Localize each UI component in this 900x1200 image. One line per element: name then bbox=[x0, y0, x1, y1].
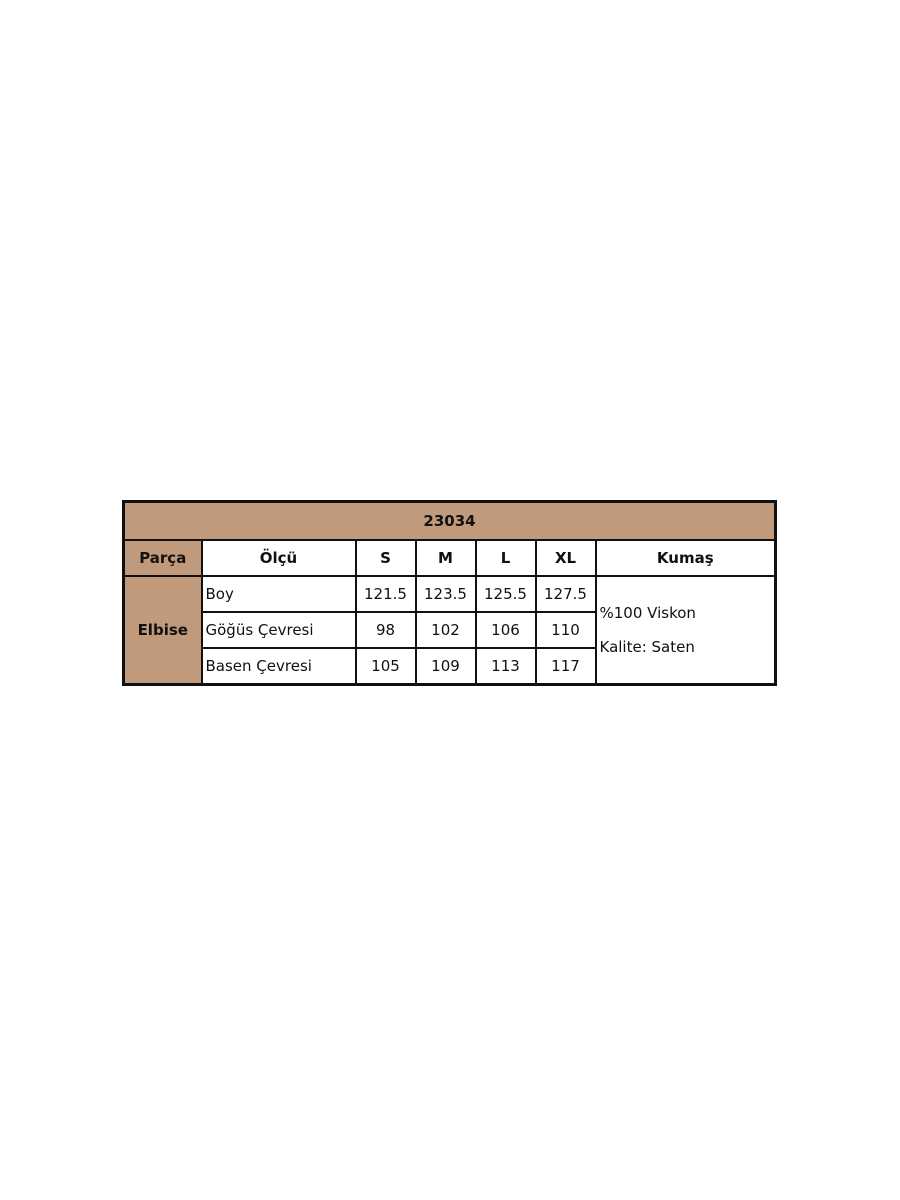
measure-label: Basen Çevresi bbox=[200, 647, 357, 686]
table-row: Elbise Boy 121.5 123.5 125.5 127.5 %100 … bbox=[122, 575, 777, 686]
fabric-info: %100 Viskon Kalite: Saten bbox=[594, 575, 777, 686]
cell-value: 117 bbox=[534, 647, 597, 686]
measure-label: Göğüs Çevresi bbox=[200, 611, 357, 649]
header-part: Parça bbox=[122, 539, 203, 577]
cell-value: 106 bbox=[474, 611, 537, 649]
table-row: Göğüs Çevresi 98 102 106 110 bbox=[124, 611, 776, 649]
cell-value: 123.5 bbox=[414, 575, 477, 613]
cell-value: 109 bbox=[414, 647, 477, 686]
header-size-s: S bbox=[354, 539, 417, 577]
header-size-xl: XL bbox=[534, 539, 597, 577]
cell-value: 121.5 bbox=[354, 575, 417, 613]
cell-value: 113 bbox=[474, 647, 537, 686]
header-fabric: Kumaş bbox=[594, 539, 777, 577]
cell-value: 105 bbox=[354, 647, 417, 686]
cell-value: 127.5 bbox=[534, 575, 597, 613]
part-name: Elbise bbox=[122, 575, 203, 686]
cell-value: 110 bbox=[534, 611, 597, 649]
cell-value: 98 bbox=[354, 611, 417, 649]
header-size-l: L bbox=[474, 539, 537, 577]
product-code: 23034 bbox=[122, 500, 777, 541]
size-chart-table: 23034 Parça Ölçü S M L XL Kumaş Elbise B… bbox=[122, 500, 778, 686]
header-measure: Ölçü bbox=[200, 539, 357, 577]
measure-label: Boy bbox=[200, 575, 357, 613]
fabric-composition: %100 Viskon bbox=[599, 604, 696, 622]
header-size-m: M bbox=[414, 539, 477, 577]
cell-value: 125.5 bbox=[474, 575, 537, 613]
table-row: Basen Çevresi 105 109 113 117 bbox=[124, 647, 776, 686]
fabric-quality: Kalite: Saten bbox=[599, 638, 695, 656]
cell-value: 102 bbox=[414, 611, 477, 649]
